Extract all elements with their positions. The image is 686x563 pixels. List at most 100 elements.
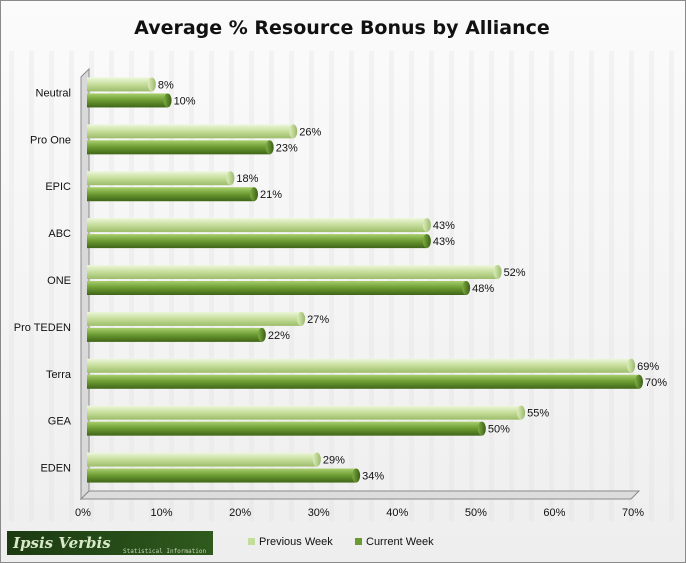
bar-previous-week-epic <box>87 171 231 186</box>
data-label: 23% <box>276 142 298 154</box>
bar-cap <box>147 77 156 92</box>
background-stripe <box>549 51 554 521</box>
chart-title: Average % Resource Bonus by Alliance <box>134 17 550 39</box>
bar-cap <box>517 405 526 420</box>
logo-name: Ipsis Verbis <box>12 534 111 552</box>
data-label: 34% <box>362 471 384 483</box>
x-tick-label: 30% <box>308 507 330 519</box>
x-tick-labels: 0% 10% 20% 30% 40% 50% 60% 70% <box>75 507 644 519</box>
bars-group: 8%10% 26%23% 18%21% 43% 43% 52% 48% 27% 22% 69% 70… <box>87 77 667 483</box>
bar-cap <box>352 468 361 483</box>
background-stripe <box>649 51 654 521</box>
bar-cap <box>422 234 431 249</box>
data-label: 27% <box>307 314 329 326</box>
bar-current-week-pro-teden <box>87 327 262 342</box>
bar-cap <box>422 218 431 233</box>
bar-current-week-epic <box>87 187 254 202</box>
x-tick-label: 50% <box>465 507 487 519</box>
bar-current-week-abc <box>87 234 427 249</box>
x-tick-label: 20% <box>229 507 251 519</box>
bar-cap <box>635 374 643 389</box>
background-stripe <box>489 51 494 521</box>
category-label-pro-one: Pro One <box>30 134 71 146</box>
bar-cap <box>462 281 471 295</box>
plot-area <box>79 67 641 501</box>
x-tick-label: 0% <box>75 507 91 519</box>
data-label: 52% <box>504 267 526 279</box>
legend-swatch-current-week <box>355 538 362 545</box>
bar-previous-week-pro-teden <box>87 311 302 326</box>
category-label-pro-teden: Pro TEDEN <box>14 322 71 334</box>
legend: Previous Week Current Week <box>248 536 434 548</box>
background-stripe <box>589 51 594 521</box>
bar-cap <box>250 187 258 202</box>
background-stripe <box>29 51 34 521</box>
data-label: 48% <box>472 283 494 295</box>
legend-label-current-week: Current Week <box>366 536 434 548</box>
background-stripe <box>629 51 634 521</box>
x-tick-label: 40% <box>386 507 408 519</box>
bar-current-week-eden <box>87 468 357 483</box>
x-tick-label: 60% <box>543 507 565 519</box>
plot-floor <box>79 490 641 500</box>
bar-previous-week-pro-one <box>87 124 294 139</box>
category-label-neutral: Neutral <box>36 87 71 99</box>
data-label: 22% <box>268 330 290 342</box>
bar-previous-week-eden <box>87 452 317 467</box>
background-stripe <box>509 51 514 521</box>
logo-tagline: Statistical Information <box>123 548 206 555</box>
bar-cap <box>477 421 486 436</box>
data-label: 29% <box>323 455 345 467</box>
category-label-one: ONE <box>47 275 71 287</box>
bar-current-week-gea <box>87 421 482 436</box>
legend-swatch-previous-week <box>248 538 255 545</box>
bar-cap <box>297 311 306 326</box>
data-label: 26% <box>299 126 321 138</box>
x-tick-label: 10% <box>151 507 173 519</box>
category-label-gea: GEA <box>48 416 72 428</box>
category-label-epic: EPIC <box>45 181 71 193</box>
background-stripe <box>569 51 574 521</box>
background-stripe <box>9 51 14 521</box>
category-labels: Neutral Pro One EPIC ABC ONE Pro TEDEN Terra GE… <box>14 87 72 474</box>
bar-current-week-terra <box>87 374 639 389</box>
bar-cap <box>257 327 266 342</box>
bar-cap <box>226 171 235 186</box>
bar-cap <box>493 265 502 279</box>
category-label-abc: ABC <box>48 228 71 240</box>
data-label: 70% <box>645 377 667 389</box>
bar-previous-week-terra <box>87 358 632 373</box>
bar-cap <box>627 358 636 373</box>
data-label: 18% <box>236 173 258 185</box>
bar-previous-week-neutral <box>87 77 152 92</box>
category-label-terra: Terra <box>46 369 72 381</box>
background-stripe <box>49 51 54 521</box>
background-stripe <box>609 51 614 521</box>
data-label: 50% <box>488 424 510 436</box>
data-label: 8% <box>158 79 174 91</box>
data-label: 10% <box>174 95 196 107</box>
data-label: 43% <box>433 220 455 232</box>
bar-current-week-pro-one <box>87 140 270 155</box>
background-stripe <box>69 51 74 521</box>
legend-label-previous-week: Previous Week <box>259 536 333 548</box>
background-stripe <box>669 51 674 521</box>
data-label: 21% <box>260 189 282 201</box>
data-label: 43% <box>433 236 455 248</box>
bar-previous-week-abc <box>87 218 427 233</box>
background-stripe <box>469 51 474 521</box>
data-label: 69% <box>637 361 659 373</box>
bar-previous-week-gea <box>87 405 522 420</box>
background-stripe <box>529 51 534 521</box>
ipsis-verbis-logo: Ipsis Verbis Statistical Information <box>7 531 213 555</box>
bar-cap <box>265 140 274 155</box>
category-label-eden: EDEN <box>40 463 71 475</box>
bar-cap <box>163 93 172 108</box>
bar-current-week-one <box>87 281 467 295</box>
bar-previous-week-one <box>87 265 498 279</box>
bar-current-week-neutral <box>87 93 168 108</box>
x-tick-label: 70% <box>622 507 644 519</box>
data-label: 55% <box>527 408 549 420</box>
